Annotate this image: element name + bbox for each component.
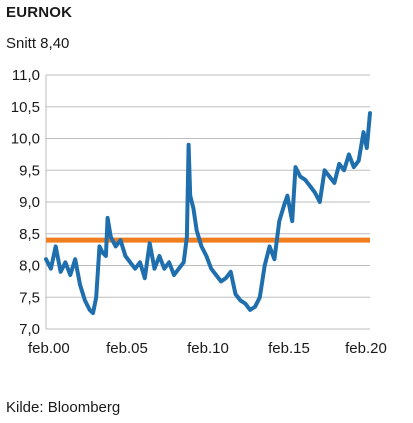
x-tick-label: feb.20 bbox=[345, 340, 387, 357]
y-tick-label: 7,5 bbox=[19, 289, 40, 306]
y-tick-label: 8,5 bbox=[19, 226, 40, 243]
series-line-eurnok bbox=[44, 111, 372, 316]
y-tick-label: 9,0 bbox=[19, 194, 40, 211]
x-tick-label: feb.05 bbox=[106, 340, 148, 357]
y-tick-label: 11,0 bbox=[12, 67, 40, 84]
x-tick-label: feb.10 bbox=[187, 340, 229, 357]
y-tick-label: 10,5 bbox=[11, 99, 40, 116]
x-tick-label: feb.00 bbox=[28, 340, 70, 357]
y-axis-labels: 7,0 7,5 8,0 8,5 9,0 9,5 10,0 10,5 11,0 bbox=[11, 67, 40, 338]
y-tick-label: 7,0 bbox=[19, 321, 40, 338]
y-tick-label: 8,0 bbox=[19, 258, 40, 275]
x-tick-label: feb.15 bbox=[268, 340, 310, 357]
y-tick-label: 10,0 bbox=[11, 131, 40, 148]
x-axis-labels: feb.00 feb.05 feb.10 feb.15 feb.20 bbox=[28, 340, 387, 357]
y-tick-label: 9,5 bbox=[19, 162, 40, 179]
chart-title: EURNOK bbox=[6, 4, 73, 21]
source-note: Kilde: Bloomberg bbox=[6, 399, 121, 416]
chart-subtitle: Snitt 8,40 bbox=[6, 35, 70, 52]
